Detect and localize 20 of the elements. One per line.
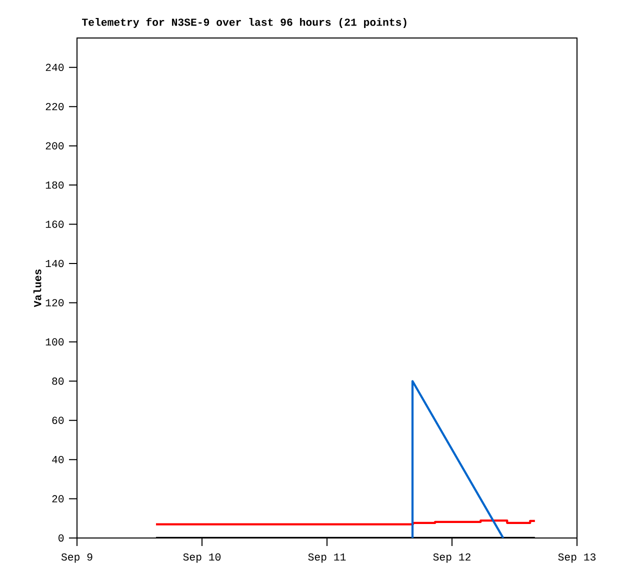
y-tick-label: 240 bbox=[46, 64, 64, 72]
y-tick-label: 0 bbox=[58, 534, 64, 542]
y-tick-label: 100 bbox=[46, 338, 64, 346]
y-tick-label: 200 bbox=[46, 142, 64, 150]
y-tick-label: 120 bbox=[46, 299, 64, 306]
y-tick-label: 160 bbox=[46, 220, 64, 228]
x-tick-label: Sep 13 bbox=[558, 553, 596, 563]
y-tick-label: 20 bbox=[52, 495, 64, 502]
y-tick-label: 140 bbox=[46, 260, 64, 268]
y-axis-title: Values bbox=[33, 269, 42, 308]
y-tick-label: 220 bbox=[46, 103, 64, 110]
y-tick-label: 40 bbox=[52, 456, 64, 464]
x-tick-label: Sep 12 bbox=[433, 553, 470, 563]
x-tick-label: Sep 11 bbox=[308, 553, 346, 563]
y-tick-label: 180 bbox=[46, 181, 64, 189]
y-tick-label: 80 bbox=[52, 378, 64, 385]
x-tick-label: Sep 10 bbox=[183, 553, 221, 563]
chart-title: Telemetry for N3SE-9 over last 96 hours (21 points) bbox=[82, 18, 406, 28]
x-tick-label: Sep 9 bbox=[61, 553, 92, 563]
y-tick-label: 60 bbox=[52, 416, 64, 424]
